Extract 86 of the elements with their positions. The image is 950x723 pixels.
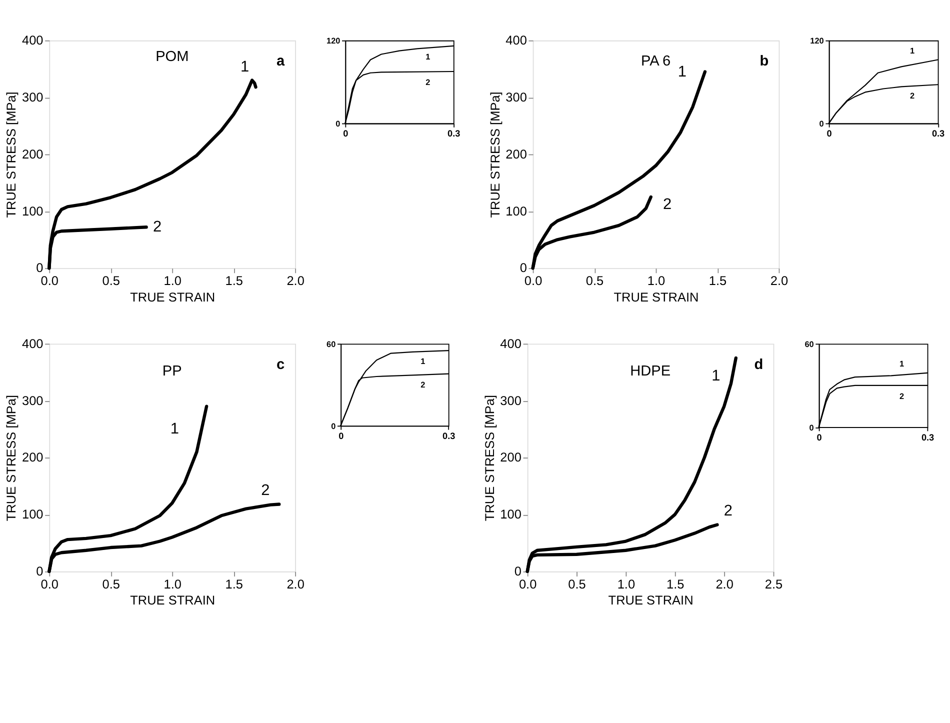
x-tick-label: 2.0 — [286, 272, 304, 288]
series-label: 2 — [900, 392, 905, 402]
y-tick-label: 0 — [36, 260, 44, 276]
annotation: c — [276, 356, 285, 373]
y-tick-label: 300 — [22, 89, 44, 104]
y-tick-label: 0 — [336, 119, 341, 128]
series-label: 1 — [426, 52, 431, 62]
series-label: 1 — [712, 368, 720, 385]
series-label: 2 — [724, 502, 732, 520]
x-tick-label: 0.0 — [524, 272, 542, 288]
y-axis-title: TRUE STRESS [MPa] — [4, 92, 19, 218]
y-tick-label: 100 — [500, 506, 522, 522]
series-label: 1 — [900, 360, 905, 369]
y-tick-label: 400 — [500, 336, 522, 351]
text: POM — [156, 48, 189, 65]
x-tick-label: 1.5 — [708, 272, 727, 288]
x-tick-label: 0.5 — [586, 272, 604, 288]
text: PA 6 — [640, 53, 671, 70]
y-tick-label: 100 — [22, 506, 44, 522]
y-tick-label: 0 — [514, 564, 522, 579]
series-label: 2 — [910, 91, 916, 100]
y-tick-label: 400 — [506, 32, 527, 48]
series-label: 2 — [261, 482, 270, 500]
y-tick-label: 300 — [506, 89, 527, 104]
x-tick-label: 1.0 — [647, 272, 666, 288]
y-tick-label: 100 — [22, 203, 44, 218]
y-tick-label: 0 — [36, 564, 44, 579]
x-tick-label: 2.0 — [716, 576, 734, 592]
series-label: 2 — [426, 78, 431, 88]
y-tick-label: 60 — [804, 340, 814, 349]
x-tick-label: 0.5 — [102, 576, 120, 592]
x-axis-title: TRUE STRAIN — [608, 592, 694, 608]
x-tick-label: 0.3 — [932, 128, 945, 139]
x-axis-title: TRUE STRAIN — [130, 289, 216, 304]
x-tick-label: 2.0 — [286, 576, 304, 592]
series-label: 1 — [910, 46, 916, 56]
x-tick-label: 0.3 — [442, 430, 456, 441]
text: PP — [162, 364, 182, 380]
y-tick-label: 0 — [331, 422, 336, 431]
x-tick-label: 0.0 — [40, 272, 59, 288]
y-tick-label: 200 — [506, 146, 527, 162]
x-tick-label: 1.5 — [666, 576, 684, 592]
x-tick-label: 0.3 — [921, 432, 934, 442]
x-tick-label: 0.5 — [568, 576, 586, 592]
x-tick-label: 2.0 — [770, 272, 788, 288]
x-tick-label: 1.5 — [225, 272, 243, 288]
x-tick-label: 1.0 — [164, 576, 182, 592]
y-tick-label: 100 — [506, 203, 527, 218]
series-label: 1 — [170, 420, 180, 438]
annotation: d — [754, 356, 764, 373]
x-tick-label: 0.0 — [518, 576, 537, 592]
series-label: 1 — [240, 58, 250, 76]
x-axis-title: TRUE STRAIN — [614, 289, 699, 304]
x-tick-label: 0.3 — [448, 128, 460, 139]
y-tick-label: 400 — [22, 32, 44, 48]
x-tick-label: 2.5 — [764, 576, 783, 592]
x-tick-label: 1.0 — [617, 576, 636, 592]
x-tick-label: 1.0 — [164, 272, 182, 288]
series-label: 2 — [420, 380, 426, 390]
y-tick-label: 60 — [326, 340, 336, 349]
y-tick-label: 300 — [22, 392, 44, 408]
x-tick-label: 0.5 — [102, 272, 120, 288]
y-axis-title: TRUE STRESS [MPa] — [4, 394, 19, 522]
y-tick-label: 400 — [22, 336, 44, 351]
y-axis-title: TRUE STRESS [MPa] — [487, 92, 502, 218]
y-axis-title: TRUE STRESS [MPa] — [482, 394, 497, 522]
y-tick-label: 0 — [520, 260, 527, 276]
series-label: 2 — [662, 196, 672, 213]
y-tick-label: 200 — [500, 450, 522, 465]
y-tick-label: 120 — [810, 36, 824, 46]
x-tick-label: 0.0 — [40, 576, 59, 592]
series-label: 1 — [420, 357, 426, 366]
x-tick-label: 0 — [826, 128, 832, 139]
y-tick-label: 200 — [22, 450, 44, 465]
y-tick-label: 120 — [326, 36, 341, 46]
series-label: 2 — [152, 218, 162, 236]
x-tick-label: 1.5 — [225, 576, 243, 592]
series-label: 1 — [678, 63, 687, 80]
annotation: a — [276, 53, 286, 70]
annotation: b — [760, 53, 769, 70]
text: HDPE — [630, 364, 671, 380]
x-axis-title: TRUE STRAIN — [130, 592, 216, 608]
y-tick-label: 200 — [22, 146, 44, 162]
y-tick-label: 300 — [500, 392, 522, 408]
y-tick-label: 0 — [809, 423, 814, 432]
x-tick-label: 0 — [343, 128, 348, 139]
